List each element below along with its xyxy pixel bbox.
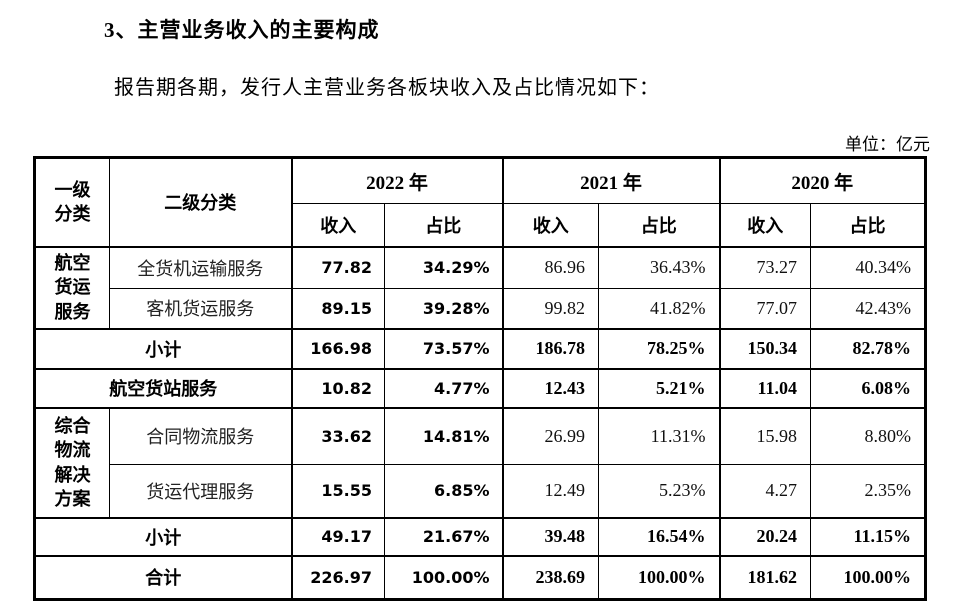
terminal-service-label: 航空货站服务 xyxy=(34,367,292,408)
cell-2020-share: 6.08% xyxy=(810,367,926,408)
intro-paragraph: 报告期各期，发行人主营业务各板块收入及占比情况如下： xyxy=(114,77,660,99)
cell-2022-income: 33.62 xyxy=(290,406,385,465)
header-share-2020: 占比 xyxy=(810,203,926,247)
header-row-years: 一级 分类 二级分类 2022 年 2021 年 2020 年 xyxy=(34,157,926,247)
cell-2022-share: 6.85% xyxy=(384,464,503,518)
cell-2022-share: 14.81% xyxy=(384,406,503,465)
cell-2022-share: 39.28% xyxy=(384,288,503,329)
cell-2022-income: 226.97 xyxy=(290,554,385,600)
header-share-2021: 占比 xyxy=(598,203,720,247)
cell-2021-share: 16.54% xyxy=(598,516,720,556)
cell-2020-income: 15.98 xyxy=(718,406,811,465)
header-year-2021: 2021 年 xyxy=(501,157,720,204)
cell-2022-income: 166.98 xyxy=(290,327,385,369)
cell-2021-income: 186.78 xyxy=(501,327,599,369)
cell-2020-income: 20.24 xyxy=(718,516,811,556)
cell-2020-income: 4.27 xyxy=(718,464,811,518)
header-year-2022: 2022 年 xyxy=(290,157,503,204)
cell-2021-share: 41.82% xyxy=(598,288,720,329)
cell-2020-share: 82.78% xyxy=(810,327,926,369)
table-row: 航空货站服务 10.82 4.77% 12.43 5.21% 11.04 6.0… xyxy=(34,367,926,408)
total-row: 合计 226.97 100.00% 238.69 100.00% 181.62 … xyxy=(34,554,926,600)
header-level1: 一级 分类 xyxy=(34,157,110,247)
subtotal-row: 小计 49.17 21.67% 39.48 16.54% 20.24 11.15… xyxy=(34,516,926,556)
header-income-2021: 收入 xyxy=(501,203,599,247)
revenue-table: 一级 分类 二级分类 2022 年 2021 年 2020 年 收入 占比 收入… xyxy=(33,156,927,601)
cell-2020-income: 73.27 xyxy=(718,245,811,289)
table-row: 航空 货运 服务 全货机运输服务 77.82 34.29% 86.96 36.4… xyxy=(34,245,926,329)
service-name: 客机货运服务 xyxy=(109,288,292,329)
total-label: 合计 xyxy=(34,554,292,600)
cell-2021-income: 39.48 xyxy=(501,516,599,556)
cell-2020-share: 100.00% xyxy=(810,554,926,600)
cell-2021-share: 100.00% xyxy=(598,554,720,600)
cell-2022-income: 10.82 xyxy=(290,367,385,408)
table-row: 综合 物流 解决 方案 合同物流服务 33.62 14.81% 26.99 11… xyxy=(34,406,926,518)
cell-2020-income: 11.04 xyxy=(718,367,811,408)
cell-2021-income: 99.82 xyxy=(501,288,599,329)
cell-2021-income: 12.49 xyxy=(501,464,599,518)
subtotal-label: 小计 xyxy=(34,516,292,556)
cell-2021-share: 11.31% xyxy=(598,406,720,465)
table-row: 货运代理服务 15.55 6.85% 12.49 5.23% 4.27 2.35… xyxy=(35,464,926,518)
table-row: 客机货运服务 89.15 39.28% 99.82 41.82% 77.07 4… xyxy=(35,288,926,329)
cell-2020-income: 77.07 xyxy=(718,288,811,329)
cell-2022-share: 4.77% xyxy=(384,367,503,408)
cell-2020-share: 11.15% xyxy=(810,516,926,556)
cell-2020-share: 2.35% xyxy=(810,464,926,518)
cell-2022-share: 34.29% xyxy=(384,245,503,289)
cell-2022-income: 15.55 xyxy=(290,464,385,518)
cell-2021-share: 5.23% xyxy=(598,464,720,518)
cell-2020-income: 181.62 xyxy=(718,554,811,600)
cell-2022-share: 100.00% xyxy=(384,554,503,600)
cell-2022-income: 77.82 xyxy=(290,245,385,289)
section-heading: 3、主营业务收入的主要构成 xyxy=(104,18,380,42)
cell-2020-income: 150.34 xyxy=(718,327,811,369)
header-level2: 二级分类 xyxy=(109,157,292,247)
cell-2020-share: 40.34% xyxy=(810,245,926,289)
subtotal-label: 小计 xyxy=(34,327,292,369)
group-logistics-solutions: 综合 物流 解决 方案 xyxy=(34,406,110,518)
cell-2021-share: 5.21% xyxy=(598,367,720,408)
cell-2022-income: 49.17 xyxy=(290,516,385,556)
cell-2021-income: 26.99 xyxy=(501,406,599,465)
header-row-sub: 收入 占比 收入 占比 收入 占比 xyxy=(35,203,926,247)
header-income-2020: 收入 xyxy=(718,203,811,247)
cell-2020-share: 42.43% xyxy=(810,288,926,329)
cell-2021-share: 36.43% xyxy=(598,245,720,289)
header-share-2022: 占比 xyxy=(384,203,503,247)
cell-2022-share: 73.57% xyxy=(384,327,503,369)
service-name: 全货机运输服务 xyxy=(109,245,292,289)
cell-2022-share: 21.67% xyxy=(384,516,503,556)
group-air-cargo: 航空 货运 服务 xyxy=(34,245,110,329)
header-income-2022: 收入 xyxy=(290,203,385,247)
service-name: 货运代理服务 xyxy=(109,464,292,518)
service-name: 合同物流服务 xyxy=(109,406,292,465)
cell-2020-share: 8.80% xyxy=(810,406,926,465)
cell-2022-income: 89.15 xyxy=(290,288,385,329)
cell-2021-share: 78.25% xyxy=(598,327,720,369)
header-year-2020: 2020 年 xyxy=(718,157,926,204)
unit-note: 单位：亿元 xyxy=(845,135,930,154)
cell-2021-income: 12.43 xyxy=(501,367,599,408)
cell-2021-income: 238.69 xyxy=(501,554,599,600)
cell-2021-income: 86.96 xyxy=(501,245,599,289)
subtotal-row: 小计 166.98 73.57% 186.78 78.25% 150.34 82… xyxy=(34,327,926,369)
